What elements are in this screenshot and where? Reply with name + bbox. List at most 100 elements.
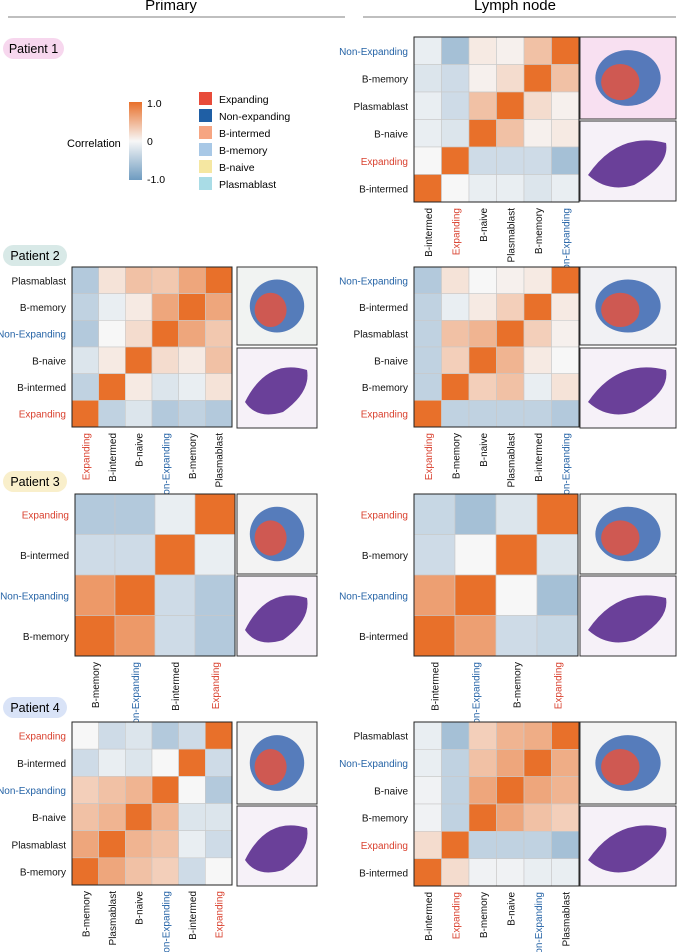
heatmap-cell-non-expanding-b-naive: [468, 266, 497, 294]
heatmap-cell-b-intermed-b-memory: [441, 293, 470, 321]
col-label-b-intermed: B-intermed: [188, 891, 199, 940]
patient-badge-2: Patient 2: [3, 245, 67, 266]
row-label-b-naive: B-naive: [32, 356, 66, 367]
col-label-b-naive: B-naive: [506, 892, 517, 926]
heatmap-border: [413, 721, 580, 887]
heatmap-cell-plasmablast-b-intermed: [98, 266, 126, 294]
heatmap-cell-b-memory-b-naive: [125, 857, 153, 886]
row-label-b-naive: B-naive: [32, 813, 66, 824]
heatmap-cell-expanding-b-intermed: [523, 400, 552, 428]
heatmap-cell-plasmablast-non-expanding: [151, 830, 179, 859]
heatmap-cell-b-memory-non-expanding: [151, 857, 179, 886]
legend-label-plasmablast: Plasmablast: [219, 179, 276, 191]
row-label-expanding: Expanding: [361, 510, 408, 521]
heatmap-cell-expanding-expanding: [441, 831, 470, 859]
heatmap-cell-b-memory-expanding: [441, 803, 470, 832]
colorbar-tick-zero: 0: [147, 136, 153, 148]
heatmap-cell-plasmablast-b-intermed: [178, 830, 206, 859]
col-label-b-intermed: B-intermed: [424, 208, 435, 257]
legend-label-expanding: Expanding: [219, 94, 269, 106]
row-label-non-expanding: Non-Expanding: [339, 276, 408, 287]
heatmap-cell-b-memory-b-naive: [468, 64, 497, 93]
heatmap-cell-expanding-b-intermed: [154, 493, 196, 535]
heatmap-cell-expanding-b-memory: [71, 721, 99, 750]
heatmap-cell-plasmablast-plasmablast: [98, 830, 126, 859]
heatmap-cell-b-naive-b-intermed: [413, 119, 442, 148]
heatmap-cell-b-memory-b-intermed: [413, 803, 442, 832]
heatmap-cell-expanding-expanding: [71, 400, 99, 428]
heatmap-cell-b-naive-plasmablast: [551, 776, 580, 805]
patient-badge-label: Patient 1: [9, 42, 58, 56]
heatmap-cell-non-expanding-b-naive: [468, 36, 497, 65]
heatmap-cell-non-expanding-b-memory: [74, 574, 116, 616]
heatmap-cell-b-intermed-plasmablast: [496, 293, 525, 321]
heatmap-cell-b-naive-plasmablast: [496, 346, 525, 374]
heatmap-cell-b-intermed-b-intermed: [154, 534, 196, 576]
heatmap-cell-b-naive-expanding: [71, 346, 99, 374]
legend-label-non-expanding: Non-expanding: [219, 111, 290, 123]
row-label-non-expanding: Non-Expanding: [339, 759, 408, 770]
col-label-plasmablast: Plasmablast: [108, 891, 119, 946]
heatmap-patient1-lymph-node: Non-Expanding B-memory Plasmablast B-naive E…: [339, 36, 580, 277]
col-label-non-expanding: Non-Expanding: [131, 662, 142, 731]
heatmap-cell-b-intermed-b-naive: [125, 373, 153, 401]
row-label-expanding: Expanding: [361, 157, 408, 168]
row-label-b-memory: B-memory: [362, 814, 408, 825]
heatmap-cell-b-naive-b-intermed: [178, 803, 206, 831]
heatmap-cell-b-naive-b-memory: [178, 346, 206, 374]
heatmap-cell-expanding-b-memory: [468, 831, 497, 859]
heatmap-cell-expanding-b-naive: [125, 400, 153, 428]
legend-label-b-memory: B-memory: [219, 145, 268, 157]
heatmap-cell-non-expanding-expanding: [194, 574, 236, 616]
heatmap-cell-b-intermed-non-expanding: [454, 615, 497, 657]
heatmap-cell-expanding-plasmablast: [205, 400, 233, 428]
he-tissue-section: [588, 595, 667, 643]
heatmap-cell-expanding-expanding: [205, 721, 233, 750]
row-label-b-intermed: B-intermed: [359, 632, 408, 643]
row-label-expanding: Expanding: [19, 732, 66, 743]
heatmap-cell-plasmablast-b-naive: [468, 320, 497, 348]
heatmap-cell-b-intermed-b-naive: [468, 174, 497, 203]
row-label-b-memory: B-memory: [20, 867, 66, 878]
col-label-b-memory: B-memory: [81, 891, 92, 937]
heatmap-cell-b-memory-b-intermed: [98, 293, 126, 321]
col-label-expanding: Expanding: [554, 662, 565, 709]
heatmap-cell-b-intermed-non-expanding: [551, 293, 580, 321]
he-tissue-section: [245, 367, 308, 415]
tissue-spots-red: [254, 292, 287, 328]
row-label-b-memory: B-memory: [362, 74, 408, 85]
heatmap-cell-plasmablast-plasmablast: [205, 266, 233, 294]
col-label-expanding: Expanding: [211, 662, 222, 709]
heatmap-cell-non-expanding-non-expanding: [114, 574, 156, 616]
heatmap-cell-non-expanding-b-memory: [523, 36, 552, 65]
col-header-primary: Primary: [145, 0, 197, 14]
heatmap-cell-expanding-b-naive: [496, 831, 525, 859]
heatmap-cell-non-expanding-b-intermed: [523, 266, 552, 294]
heatmap-cell-expanding-b-intermed: [413, 493, 456, 535]
colorbar-tick-max: 1.0: [147, 98, 162, 110]
heatmap-cell-b-intermed-expanding: [194, 534, 236, 576]
heatmap-cell-b-naive-non-expanding: [151, 346, 179, 374]
heatmap-cell-non-expanding-b-intermed: [413, 749, 442, 777]
heatmap-cell-plasmablast-plasmablast: [496, 91, 525, 120]
col-label-non-expanding: Non-Expanding: [561, 433, 572, 502]
row-label-non-expanding: Non-Expanding: [0, 591, 69, 602]
col-label-b-memory: B-memory: [91, 662, 102, 708]
heatmap-cell-b-intermed-b-intermed: [413, 174, 442, 203]
patient-badge-label: Patient 4: [10, 701, 59, 715]
heatmap-cell-b-intermed-non-expanding: [523, 858, 552, 887]
row-label-plasmablast: Plasmablast: [354, 102, 409, 113]
heatmap-cell-expanding-non-expanding: [114, 493, 156, 535]
col-label-expanding: Expanding: [81, 433, 92, 480]
heatmap-cell-plasmablast-expanding: [71, 266, 99, 294]
heatmap-cell-expanding-b-naive: [468, 146, 497, 175]
col-label-plasmablast: Plasmablast: [561, 892, 572, 947]
legend-swatch-b-naive: [199, 160, 212, 173]
heatmap-cell-b-naive-b-memory: [441, 346, 470, 374]
heatmap-cell-b-intermed-b-memory: [74, 534, 116, 576]
heatmap-cell-non-expanding-expanding: [413, 266, 442, 294]
heatmap-cell-b-memory-plasmablast: [496, 64, 525, 93]
tissue-thumbnails: [236, 36, 677, 887]
tissue-spots-red: [254, 749, 287, 786]
